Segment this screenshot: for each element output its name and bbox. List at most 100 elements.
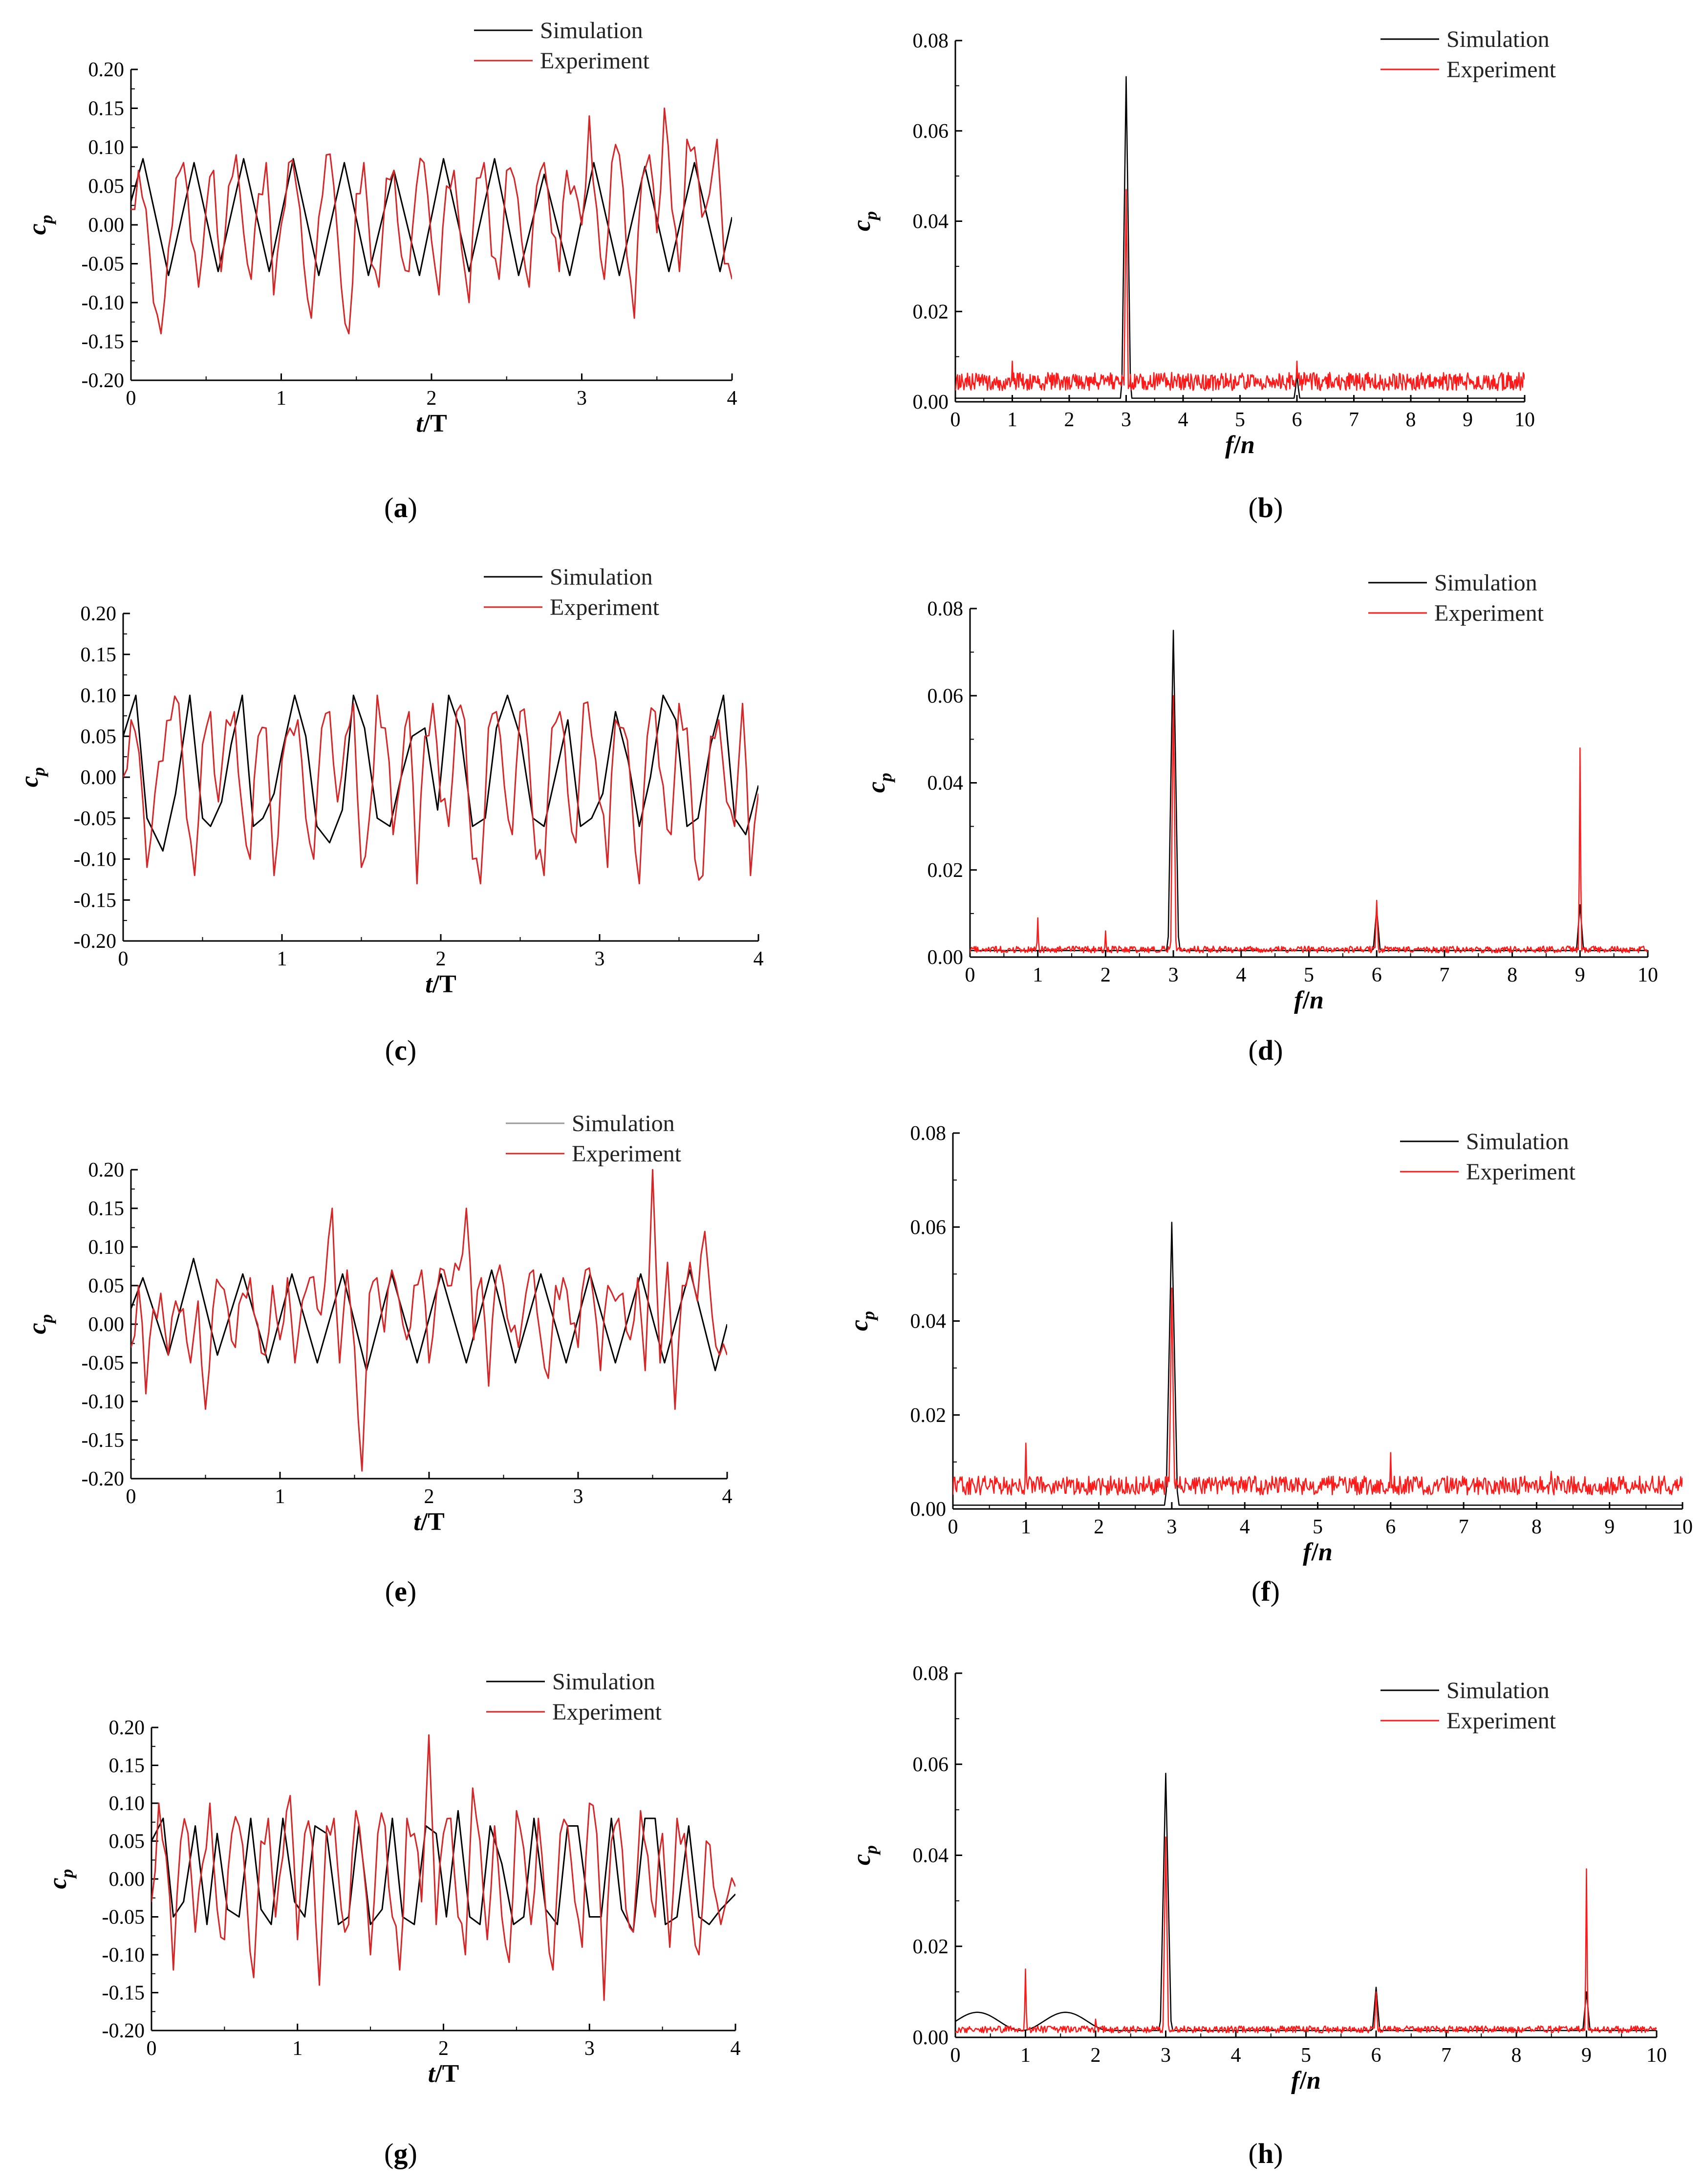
series-line-simulation bbox=[123, 695, 758, 852]
x-tick-label: 4 bbox=[1240, 1516, 1250, 1538]
y-tick-label: 0.02 bbox=[913, 1936, 949, 1958]
y-axis-label: cp bbox=[848, 211, 881, 231]
panel-caption: (h) bbox=[1249, 2138, 1283, 2169]
x-tick-label: 5 bbox=[1301, 2044, 1311, 2067]
x-tick-label: 7 bbox=[1439, 964, 1449, 986]
y-tick-label: 0.15 bbox=[81, 644, 117, 666]
y-tick-label: 0.00 bbox=[81, 766, 117, 789]
x-tick-label: 6 bbox=[1292, 409, 1302, 431]
legend-label-simulation: Simulation bbox=[540, 18, 643, 44]
x-axis-label-denom: T bbox=[428, 1508, 445, 1536]
y-axis-label-sub: p bbox=[861, 1845, 881, 1856]
y-tick-label: 0.08 bbox=[927, 598, 964, 620]
panel-caption: (b) bbox=[1249, 492, 1283, 524]
y-tick-label: 0.04 bbox=[913, 211, 949, 233]
y-tick-label: -0.20 bbox=[82, 370, 125, 392]
x-axis-label-var: t bbox=[416, 410, 424, 437]
y-tick-label: 0.00 bbox=[109, 1868, 145, 1891]
caption-paren-open: ( bbox=[1249, 1034, 1258, 1066]
legend-label-experiment: Experiment bbox=[540, 48, 650, 74]
y-tick-label: 0.06 bbox=[910, 1216, 947, 1239]
y-tick-label: -0.10 bbox=[102, 1944, 145, 1966]
y-axis-label-sub: p bbox=[57, 1869, 77, 1879]
series-line-experiment bbox=[970, 695, 1648, 954]
y-tick-label: 0.15 bbox=[88, 98, 125, 120]
y-tick-label: 0.10 bbox=[88, 136, 125, 159]
panel-g: 0 1 2 3 4 -0.20 -0.15 -0.10 -0.05 0.00 0.05 0.10 0.1… bbox=[44, 1669, 741, 2169]
y-axis-label-var: c bbox=[848, 1854, 876, 1865]
y-axis-label-var: c bbox=[845, 1320, 873, 1331]
y-tick-label: 0.02 bbox=[913, 301, 949, 323]
x-axis-label: t/T bbox=[416, 410, 447, 437]
x-axis-label-var: f bbox=[1291, 2067, 1302, 2095]
x-tick-label: 2 bbox=[427, 387, 437, 410]
caption-paren-open: ( bbox=[385, 1575, 394, 1607]
x-tick-label: 4 bbox=[1236, 964, 1246, 986]
x-tick-label: 9 bbox=[1604, 1516, 1615, 1538]
x-tick-label: 0 bbox=[950, 409, 961, 431]
y-axis-label-sub: p bbox=[861, 211, 881, 221]
x-tick-label: 3 bbox=[1121, 409, 1131, 431]
series-line-experiment bbox=[955, 1836, 1657, 2033]
legend-label-experiment: Experiment bbox=[1446, 57, 1556, 83]
x-axis-label-var: f bbox=[1303, 1538, 1314, 1566]
x-tick-label: 4 bbox=[1231, 2044, 1241, 2067]
panel-caption: (a) bbox=[384, 492, 417, 524]
y-axis-label-sub: p bbox=[876, 773, 895, 783]
series-line-experiment bbox=[953, 1287, 1682, 1496]
legend-label-simulation: Simulation bbox=[1434, 570, 1537, 596]
y-tick-label: -0.05 bbox=[102, 1906, 145, 1929]
series-line-simulation bbox=[955, 1772, 1657, 2031]
y-tick-label: -0.15 bbox=[102, 1982, 145, 2005]
y-axis-label-sub: p bbox=[37, 215, 56, 225]
y-tick-label: 0.10 bbox=[81, 685, 117, 707]
y-tick-label: 0.02 bbox=[927, 859, 964, 882]
x-axis-label: f/n bbox=[1291, 2067, 1321, 2095]
x-tick-label: 4 bbox=[731, 2037, 741, 2060]
y-tick-label: 0.04 bbox=[913, 1845, 949, 1867]
panel-f: 0 1 2 3 4 5 6 7 8 9 100.000.020.040.060.08f/ncpSim… bbox=[845, 1122, 1693, 1607]
x-tick-label: 0 bbox=[950, 2044, 961, 2067]
y-axis-label-var: c bbox=[848, 220, 876, 231]
y-tick-label: -0.15 bbox=[74, 889, 117, 912]
x-tick-label: 8 bbox=[1507, 964, 1517, 986]
legend-label-experiment: Experiment bbox=[550, 594, 660, 620]
x-tick-label: 7 bbox=[1441, 2044, 1451, 2067]
series-line-experiment bbox=[123, 695, 758, 885]
x-tick-label: 1 bbox=[275, 1485, 285, 1508]
x-tick-label: 3 bbox=[1161, 2044, 1171, 2067]
y-tick-label: 0.10 bbox=[109, 1792, 145, 1815]
y-tick-label: 0.00 bbox=[910, 1498, 947, 1521]
x-tick-label: 4 bbox=[1178, 409, 1188, 431]
x-tick-label: 3 bbox=[595, 948, 605, 970]
y-tick-label: 0.05 bbox=[109, 1831, 145, 1853]
x-tick-label: 1 bbox=[1033, 964, 1043, 986]
y-tick-label: -0.20 bbox=[102, 2020, 145, 2042]
caption-paren-open: ( bbox=[384, 492, 393, 524]
y-tick-label: -0.05 bbox=[74, 808, 117, 830]
x-tick-label: 1 bbox=[292, 2037, 302, 2060]
caption-paren-close: ) bbox=[408, 2138, 417, 2169]
legend-label-experiment: Experiment bbox=[552, 1699, 662, 1725]
x-axis-label-slash: / bbox=[432, 970, 440, 998]
y-tick-label: 0.08 bbox=[913, 1662, 949, 1685]
x-axis-label-slash: / bbox=[1299, 2067, 1307, 2095]
y-tick-label: 0.10 bbox=[88, 1236, 125, 1259]
series-line-experiment bbox=[151, 1734, 735, 2001]
x-tick-label: 0 bbox=[126, 387, 136, 410]
x-tick-label: 1 bbox=[1020, 2044, 1031, 2067]
y-tick-label: 0.00 bbox=[88, 1313, 125, 1336]
legend-label-experiment: Experiment bbox=[1466, 1159, 1576, 1185]
x-tick-label: 3 bbox=[573, 1485, 583, 1508]
y-tick-label: 0.15 bbox=[109, 1755, 145, 1777]
caption-paren-close: ) bbox=[407, 1034, 416, 1066]
y-tick-label: -0.15 bbox=[82, 331, 125, 353]
x-tick-label: 7 bbox=[1459, 1516, 1469, 1538]
x-tick-label: 8 bbox=[1406, 409, 1416, 431]
x-axis-label-var: t bbox=[428, 2060, 436, 2088]
y-axis-label: cp bbox=[44, 1869, 77, 1889]
legend-label-simulation: Simulation bbox=[1446, 1678, 1550, 1704]
y-axis-label-var: c bbox=[44, 1878, 72, 1889]
series-line-simulation bbox=[955, 76, 1525, 399]
y-tick-label: 0.02 bbox=[910, 1404, 947, 1427]
